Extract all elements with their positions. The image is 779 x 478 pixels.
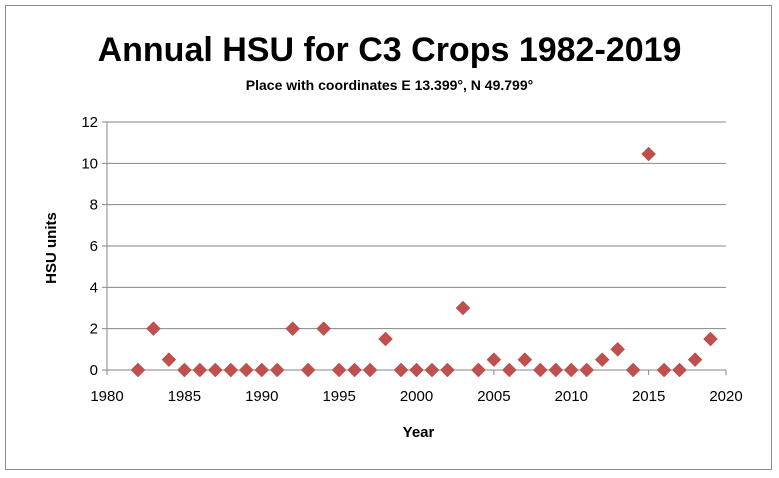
data-point bbox=[703, 331, 718, 347]
data-point bbox=[409, 362, 424, 378]
tick-labels: 0 2 4 6 8 10 12 1980 1985 1990 1995 2000 2005 2010 201… bbox=[81, 114, 742, 405]
x-tick-label: 1980 bbox=[90, 388, 123, 405]
data-point bbox=[501, 362, 517, 378]
data-point bbox=[146, 321, 161, 337]
x-tick-label: 2020 bbox=[709, 388, 742, 405]
data-point bbox=[300, 362, 316, 378]
data-point bbox=[532, 362, 548, 378]
data-point bbox=[362, 362, 378, 378]
data-point bbox=[254, 362, 270, 378]
y-tick-label: 0 bbox=[90, 362, 98, 379]
data-point bbox=[424, 362, 440, 378]
y-axis-label: HSU units bbox=[43, 212, 60, 284]
data-point bbox=[331, 362, 347, 378]
data-point bbox=[517, 352, 533, 368]
y-tick-label: 4 bbox=[90, 279, 98, 296]
chart-frame bbox=[5, 5, 772, 470]
data-point bbox=[207, 362, 223, 378]
x-tick-label: 1995 bbox=[322, 388, 355, 405]
data-point bbox=[625, 362, 641, 378]
data-points bbox=[130, 146, 718, 378]
y-tick-label: 12 bbox=[81, 114, 98, 131]
data-point bbox=[192, 362, 208, 378]
x-tick-label: 2000 bbox=[400, 388, 433, 405]
x-tick-label: 1990 bbox=[245, 388, 278, 405]
chart-subtitle: Place with coordinates E 13.399°, N 49.7… bbox=[245, 77, 534, 93]
data-point bbox=[161, 352, 177, 368]
y-tick-label: 8 bbox=[90, 197, 98, 214]
data-point bbox=[594, 352, 610, 368]
x-tick-label: 2005 bbox=[477, 388, 510, 405]
data-point bbox=[471, 362, 486, 378]
data-point bbox=[316, 321, 332, 337]
y-tick-label: 6 bbox=[90, 238, 98, 255]
data-point bbox=[672, 362, 687, 378]
data-point bbox=[378, 331, 393, 347]
x-tick-label: 2010 bbox=[555, 388, 588, 405]
data-point bbox=[285, 321, 301, 337]
y-tick-label: 10 bbox=[81, 155, 98, 172]
data-point bbox=[548, 362, 564, 378]
x-tick-label: 1985 bbox=[168, 388, 201, 405]
data-point bbox=[130, 362, 146, 378]
data-point bbox=[610, 341, 626, 357]
gridlines bbox=[107, 121, 726, 330]
y-tick-label: 2 bbox=[90, 321, 98, 338]
x-axis-label: Year bbox=[403, 424, 435, 441]
data-point bbox=[223, 362, 239, 378]
data-point bbox=[238, 362, 254, 378]
data-point bbox=[563, 362, 579, 378]
data-point bbox=[269, 362, 285, 378]
data-point bbox=[393, 362, 409, 378]
data-point bbox=[687, 352, 703, 368]
chart-title: Annual HSU for C3 Crops 1982-2019 bbox=[97, 31, 682, 69]
data-point bbox=[656, 362, 672, 378]
axes bbox=[102, 121, 727, 375]
data-point bbox=[641, 146, 656, 162]
data-point bbox=[486, 352, 502, 368]
x-tick-label: 2015 bbox=[632, 388, 665, 405]
data-point bbox=[455, 300, 471, 316]
data-point bbox=[579, 362, 595, 378]
data-point bbox=[177, 362, 192, 378]
data-point bbox=[440, 362, 455, 378]
data-point bbox=[347, 362, 362, 378]
